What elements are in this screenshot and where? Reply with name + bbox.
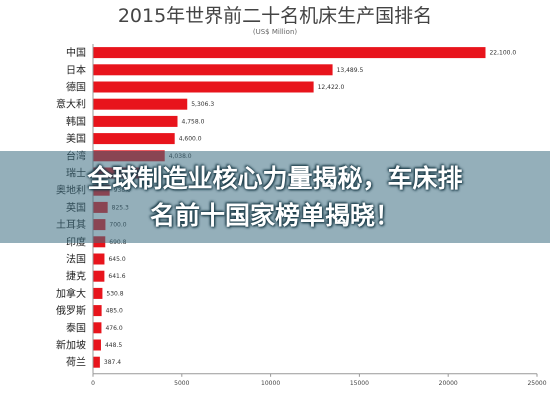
value-label: 641.6 [108,273,125,280]
value-label: 13,489.5 [337,67,364,74]
category-label: 意大利 [56,98,86,111]
category-label: 韩国 [66,115,86,128]
value-label: 476.0 [105,325,122,332]
bar [93,253,105,265]
bar [93,133,175,145]
category-label: 加拿大 [56,287,86,300]
category-label: 德国 [66,81,86,94]
category-label: 美国 [66,132,86,145]
chart-subtitle: (US$ Million) [253,28,298,36]
value-label: 22,100.0 [489,50,516,57]
overlay-line-2: 名前十国家榜单揭晓！ [149,201,400,230]
bar [93,81,314,93]
bar [93,98,188,110]
bar [93,322,102,334]
value-label: 12,422.0 [318,84,345,91]
category-label: 中国 [66,46,86,59]
x-tick-label: 20000 [439,380,458,387]
category-label: 荷兰 [66,356,86,369]
value-label: 387.4 [104,359,121,366]
category-label: 法国 [66,253,86,266]
x-tick-label: 0 [91,380,95,387]
bar [93,305,102,317]
category-label: 捷克 [66,270,86,283]
value-label: 530.8 [106,290,123,297]
value-label: 4,600.0 [179,136,202,143]
value-label: 485.0 [106,308,123,315]
value-label: 645.0 [108,256,125,263]
category-label: 日本 [66,63,86,76]
bar [93,47,486,59]
x-tick-label: 15000 [350,380,369,387]
bar [93,339,101,351]
bar [93,64,333,76]
value-label: 4,758.0 [182,118,205,125]
x-tick-label: 10000 [261,380,280,387]
value-label: 5,306.3 [191,101,214,108]
overlay-line-1: 全球制造业核心力量揭秘，车床排 [87,164,463,193]
x-tick-label: 25000 [527,380,546,387]
category-label: 俄罗斯 [56,304,86,317]
bar [93,356,100,368]
overlay-banner [0,151,550,243]
bar [93,270,105,282]
bar [93,115,178,127]
category-label: 新加坡 [56,339,86,352]
category-label: 泰国 [66,321,86,334]
overlay-headline: 全球制造业核心力量揭秘，车床排 名前十国家榜单揭晓！ [0,160,550,234]
bar [93,287,103,299]
value-label: 448.5 [105,342,122,349]
chart-title: 2015年世界前二十名机床生产国排名 [118,5,432,27]
x-tick-label: 5000 [174,380,189,387]
